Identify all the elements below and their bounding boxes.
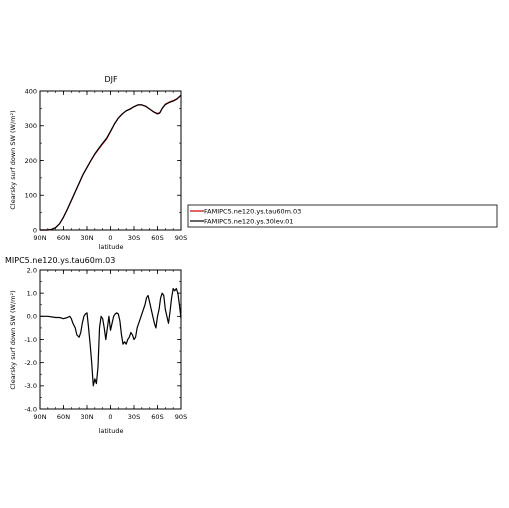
bottom-plot-ytick-label: -2.0 — [24, 359, 37, 367]
bottom-plot-ytick-label: 1.0 — [27, 289, 37, 297]
bottom-plot-frame — [39, 269, 182, 410]
bottom-plot-series — [40, 287, 182, 387]
top-plot-xlabel: latitude — [99, 243, 124, 251]
bottom-plot-ylabel: Clearsky surf down SW (W/m²) — [9, 290, 17, 389]
top-plot-ytick-label: 400 — [25, 87, 37, 95]
top-plot-ticks: 90N 60N 30N 0 30S 60S 90S 0 100 200 300 400 — [25, 87, 188, 242]
legend-frame — [187, 204, 498, 228]
bottom-plot-ticks: 90N 60N 30N 0 30S 60S 90S -4.0 -3.0 -2.0 -1.0 0.0 1.… — [24, 266, 187, 421]
bottom-plot-xtick-label: 30S — [128, 413, 140, 421]
top-plot-ytick-label: 0 — [33, 226, 37, 234]
bottom-plot-xtick-label: 0 — [108, 413, 112, 421]
bottom-plot-xtick-label: 60S — [151, 413, 163, 421]
legend: FAMIPC5.ne120.ys.tau60m.03 FAMIPC5.ne120… — [187, 204, 498, 228]
top-plot-ylabel: Clearsky surf down SW (W/m²) — [9, 110, 17, 209]
legend-label-1: FAMIPC5.ne120.ys.tau60m.03 — [204, 208, 301, 216]
top-plot-xtick-label: 0 — [108, 234, 112, 242]
top-plot-xtick-label: 90N — [33, 234, 46, 242]
top-plot-xtick-label: 90S — [175, 234, 187, 242]
top-plot-series — [40, 94, 182, 231]
top-plot-xtick-label: 30S — [128, 234, 140, 242]
top-plot: DJF 90N 60N 30N 0 30S 60S 90S 0 100 200 300 400 lat… — [9, 75, 187, 251]
legend-label-2: FAMIPC5.ne120.ys.30lev.01 — [204, 218, 293, 226]
bottom-plot: MIPC5.ne120.ys.tau60m.03 90N 60N 30N 0 30S 60… — [5, 256, 187, 435]
bottom-plot-ytick-label: -3.0 — [24, 382, 37, 390]
bottom-plot-ytick-label: -4.0 — [24, 405, 37, 413]
bottom-plot-ytick-label: 2.0 — [27, 266, 37, 274]
bottom-plot-series-line-1 — [40, 287, 182, 387]
top-plot-series-line-1 — [40, 94, 182, 231]
top-plot-xtick-label: 60N — [57, 234, 70, 242]
top-plot-xtick-label: 60S — [151, 234, 163, 242]
top-plot-ytick-label: 300 — [25, 122, 37, 130]
bottom-plot-xtick-label: 60N — [57, 413, 70, 421]
bottom-plot-title: MIPC5.ne120.ys.tau60m.03 — [5, 256, 115, 265]
top-plot-title: DJF — [104, 75, 118, 84]
top-plot-ytick-label: 100 — [25, 192, 37, 200]
top-plot-series-line-2 — [40, 94, 182, 231]
bottom-plot-xtick-label: 90S — [175, 413, 187, 421]
bottom-plot-ytick-label: -1.0 — [24, 336, 37, 344]
bottom-plot-ytick-label: 0.0 — [27, 313, 37, 321]
bottom-plot-xtick-label: 30N — [80, 413, 93, 421]
top-plot-xtick-label: 30N — [80, 234, 93, 242]
top-plot-ytick-label: 200 — [25, 157, 37, 165]
bottom-plot-xlabel: latitude — [99, 427, 124, 435]
bottom-plot-xtick-label: 90N — [33, 413, 46, 421]
